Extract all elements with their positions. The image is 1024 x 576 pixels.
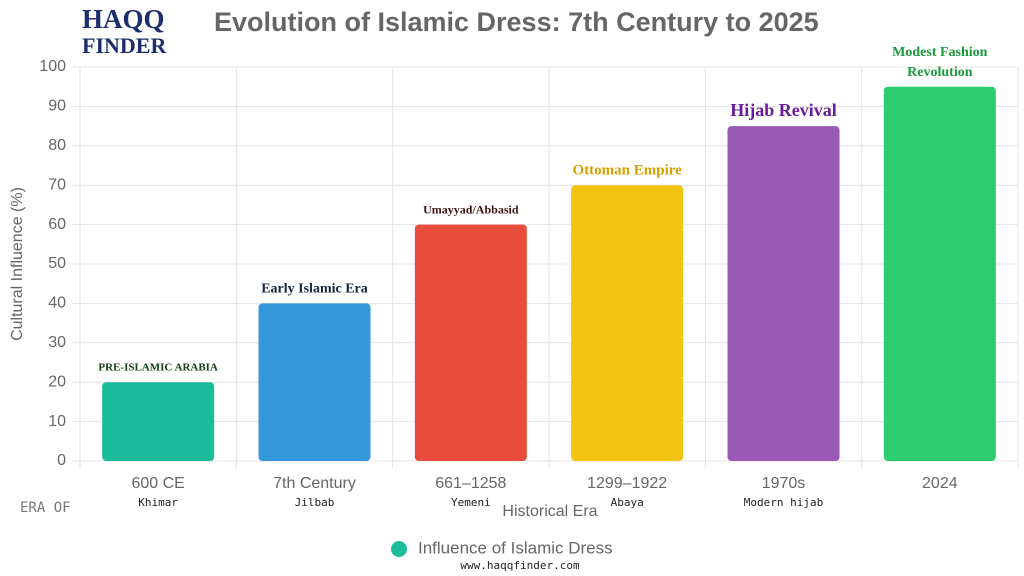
- logo-line2: FINDER: [82, 33, 167, 58]
- y-tick-label: 50: [48, 255, 66, 272]
- era-prefix: ERA OF: [20, 500, 71, 516]
- y-tick-label: 0: [57, 452, 66, 469]
- x-sublabel: Khimar: [138, 496, 178, 509]
- x-tick-label: 7th Century: [273, 475, 356, 492]
- y-tick-label: 100: [39, 58, 66, 75]
- bar-annotation: PRE-ISLAMIC ARABIA: [98, 362, 218, 374]
- y-tick-label: 90: [48, 98, 66, 115]
- y-tick-label: 70: [48, 176, 66, 193]
- x-sublabel: Yemeni: [451, 496, 491, 509]
- x-tick-label: 1299–1922: [587, 475, 667, 492]
- x-axis-label: Historical Era: [502, 503, 597, 520]
- x-tick-label: 600 CE: [131, 475, 184, 492]
- bar-annotation: Umayyad/Abbasid: [423, 202, 519, 216]
- bar-annotation: Early Islamic Era: [261, 282, 368, 297]
- x-sublabel: Jilbab: [295, 496, 335, 509]
- bar-annotation: Modest Fashion: [892, 45, 988, 60]
- y-tick-label: 30: [48, 334, 66, 351]
- y-tick-label: 80: [48, 137, 66, 154]
- bar: [258, 303, 371, 461]
- bar: [727, 126, 840, 461]
- bar-annotation: Revolution: [907, 65, 973, 80]
- bar-annotation: Ottoman Empire: [573, 163, 683, 179]
- bar: [102, 382, 215, 461]
- x-tick-label: 661–1258: [435, 475, 506, 492]
- logo-line1: HAQQ: [82, 4, 165, 34]
- x-sublabel: Abaya: [611, 496, 644, 509]
- legend-label: Influence of Islamic Dress: [418, 538, 613, 557]
- bar: [414, 224, 527, 461]
- chart-title: Evolution of Islamic Dress: 7th Century …: [214, 7, 819, 37]
- x-tick-label: 2024: [922, 475, 958, 492]
- website: www.haqqfinder.com: [460, 559, 580, 572]
- bar: [571, 185, 684, 461]
- y-tick-label: 60: [48, 216, 66, 233]
- y-tick-label: 20: [48, 373, 66, 390]
- y-axis-label: Cultural Influence (%): [9, 187, 26, 341]
- bar: [883, 86, 996, 461]
- legend-swatch: [391, 541, 407, 557]
- y-tick-label: 40: [48, 295, 66, 312]
- y-tick-label: 10: [48, 413, 66, 430]
- bar-annotation: Hijab Revival: [730, 100, 837, 120]
- x-sublabel: Modern hijab: [744, 496, 823, 509]
- x-tick-label: 1970s: [762, 475, 806, 492]
